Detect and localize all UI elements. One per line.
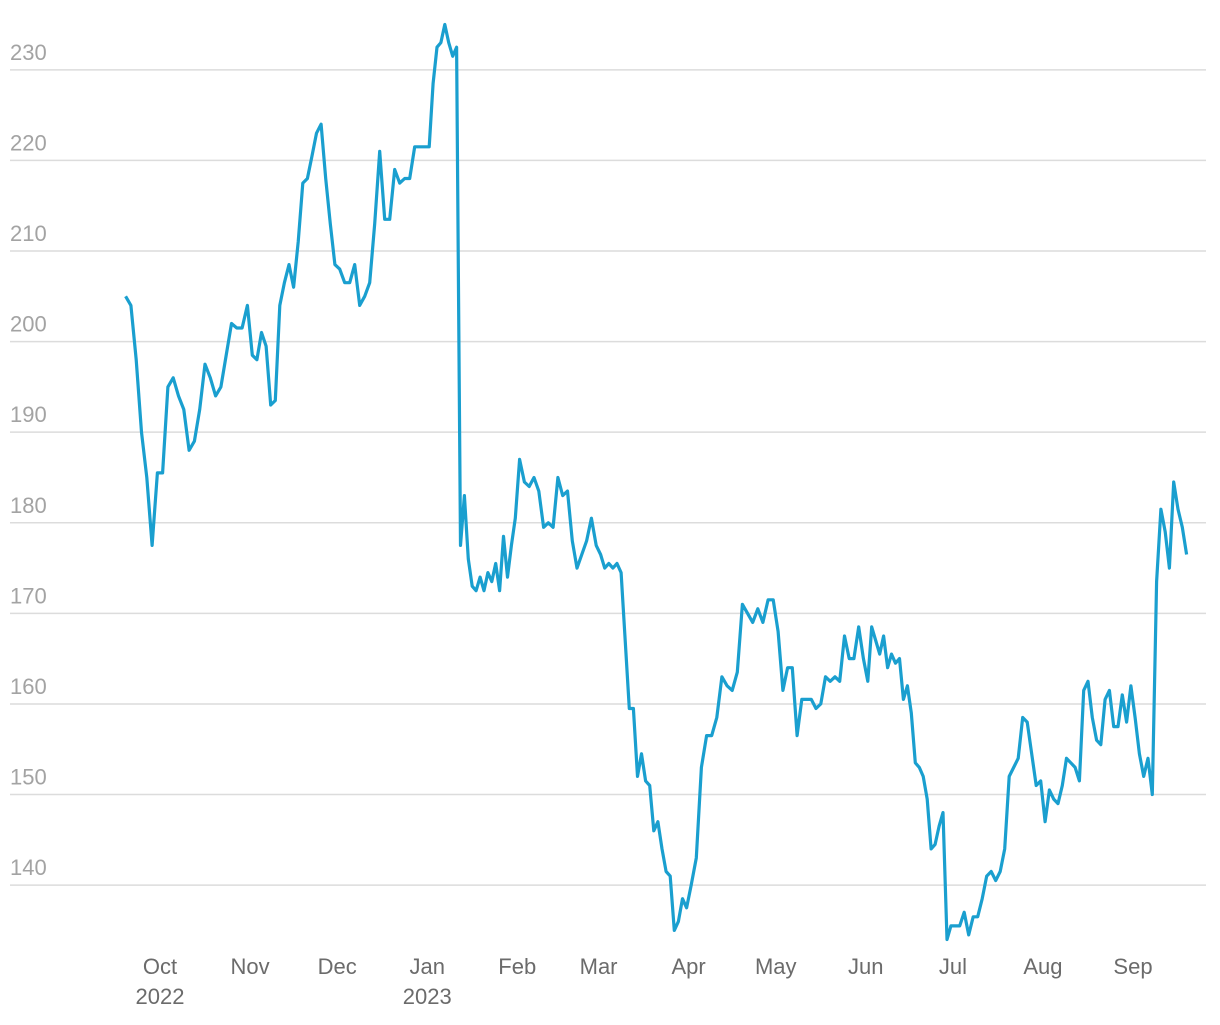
x-tick-label: Oct [143, 954, 177, 979]
y-tick-label: 180 [10, 493, 47, 518]
x-tick-label: May [755, 954, 797, 979]
x-tick-label: Dec [318, 954, 357, 979]
y-tick-label: 230 [10, 40, 47, 65]
y-tick-label: 190 [10, 402, 47, 427]
x-tick-label: Jan [409, 954, 444, 979]
y-tick-label: 210 [10, 221, 47, 246]
x-tick-label: Sep [1113, 954, 1152, 979]
y-tick-label: 160 [10, 674, 47, 699]
x-tick-label: Jun [848, 954, 883, 979]
y-tick-label: 150 [10, 765, 47, 790]
x-tick-label: Aug [1023, 954, 1062, 979]
y-tick-label: 170 [10, 583, 47, 608]
x-tick-label: Feb [498, 954, 536, 979]
y-tick-label: 200 [10, 312, 47, 337]
price-line [124, 22, 1189, 942]
x-tick-label: Nov [230, 954, 269, 979]
x-tick-label: Mar [580, 954, 618, 979]
y-tick-label: 140 [10, 855, 47, 880]
x-tick-label: Apr [671, 954, 705, 979]
y-tick-label: 220 [10, 130, 47, 155]
x-tick-label: Jul [939, 954, 967, 979]
x-tick-label: 2023 [403, 984, 452, 1009]
x-tick-label: 2022 [136, 984, 185, 1009]
